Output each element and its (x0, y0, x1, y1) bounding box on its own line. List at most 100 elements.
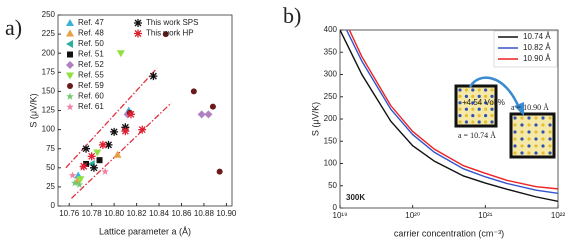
x-tick-label: 10.84 (149, 209, 170, 218)
atom (458, 120, 462, 124)
atom (527, 130, 531, 134)
y-tick-label: 225 (42, 29, 56, 38)
atom (513, 151, 517, 155)
atom (471, 114, 475, 118)
atom (458, 114, 462, 118)
legend-label: Ref. 60 (78, 92, 104, 101)
atom (490, 107, 494, 111)
atom (513, 130, 517, 134)
legend-marker (66, 29, 74, 37)
atom (471, 101, 475, 105)
y-axis-title: S (μV/K) (28, 93, 38, 127)
y-tick-label: 250 (42, 10, 56, 19)
legend-marker (66, 72, 74, 80)
marker (138, 125, 147, 134)
marker (113, 150, 122, 158)
marker (104, 140, 113, 149)
atom (548, 123, 552, 127)
legend-label: Ref. 47 (78, 18, 104, 27)
x-tick-label: 10.90 (216, 209, 237, 218)
marker (116, 50, 125, 58)
atom (477, 101, 481, 105)
atom (484, 107, 488, 111)
atom (548, 116, 552, 120)
x-axis-title: Lattice parameter a (Å) (99, 226, 191, 236)
marker (126, 110, 135, 119)
atom (458, 94, 462, 98)
atom (464, 101, 468, 105)
series-group (340, 30, 558, 203)
atom (548, 151, 552, 155)
y-tick-label: 250 (324, 92, 338, 101)
y-tick-label: 150 (42, 87, 56, 96)
x-tick-label: 10.80 (104, 209, 125, 218)
atom (513, 144, 517, 148)
legend-marker (66, 103, 74, 111)
legend-marker (67, 83, 73, 89)
atom (464, 94, 468, 98)
legend-label: Ref. 48 (78, 29, 104, 38)
legend-marker (66, 61, 74, 69)
marker (190, 88, 197, 95)
atom (471, 88, 475, 92)
expansion-arrow (468, 76, 522, 111)
atom (484, 94, 488, 98)
legend-label: Ref. 61 (78, 102, 104, 111)
atom (527, 123, 531, 127)
atom (520, 130, 524, 134)
atom (541, 151, 545, 155)
atom (541, 116, 545, 120)
atom (520, 116, 524, 120)
atom (527, 116, 531, 120)
atom (534, 123, 538, 127)
y-tick-label: 125 (42, 106, 56, 115)
atom (548, 130, 552, 134)
trend-line (65, 68, 158, 169)
marker (216, 168, 223, 175)
legend-label: 10.82 Å (523, 43, 551, 52)
atom (541, 123, 545, 127)
atom (477, 114, 481, 118)
crystal-frame (454, 84, 498, 128)
x-tick-label: 10.76 (59, 209, 80, 218)
marker (71, 179, 79, 187)
marker (204, 110, 213, 119)
atom (464, 88, 468, 92)
y-tick-label: 50 (46, 163, 55, 172)
atom (477, 120, 481, 124)
legend-marker (67, 51, 73, 58)
atom (490, 94, 494, 98)
y-tick-label: 0 (333, 203, 338, 212)
legend-label: Ref. 50 (78, 39, 104, 48)
atom (520, 123, 524, 127)
atom (471, 107, 475, 111)
atom (534, 116, 538, 120)
marker (93, 149, 102, 157)
atom (458, 101, 462, 105)
atom (458, 107, 462, 111)
panel-label: a) (5, 15, 22, 40)
marker (76, 176, 85, 184)
atom (464, 114, 468, 118)
marker (75, 180, 84, 188)
legend-label: 10.74 Å (523, 32, 551, 41)
atom (484, 114, 488, 118)
y-tick-label: 75 (46, 144, 55, 153)
marker (89, 163, 98, 172)
atom (484, 88, 488, 92)
atom (527, 137, 531, 141)
legend-marker (134, 29, 142, 38)
atom (464, 107, 468, 111)
atom (477, 107, 481, 111)
atom (513, 137, 517, 141)
y-tick-label: 175 (42, 67, 56, 76)
inset-annotation: a = 10.90 Å (511, 103, 549, 112)
marker (197, 110, 206, 119)
legend-marker (66, 40, 73, 48)
atom (548, 144, 552, 148)
atom (513, 123, 517, 127)
marker (68, 171, 77, 179)
legend-label: Ref. 52 (78, 60, 104, 69)
inset-annotation: +4.54 Vol.% (462, 98, 505, 107)
